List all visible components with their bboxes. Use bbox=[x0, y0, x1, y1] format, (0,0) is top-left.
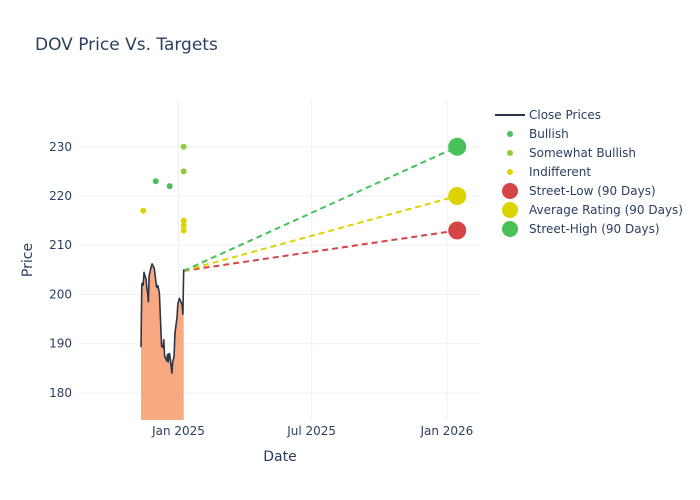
legend-item[interactable]: Street-High (90 Days) bbox=[502, 221, 660, 237]
x-axis-ticks: Jan 2025 Jul 2025 Jan 2026 bbox=[151, 424, 473, 438]
legend-label: Close Prices bbox=[529, 108, 601, 122]
x-tick-label: Jul 2025 bbox=[286, 424, 336, 438]
target-line bbox=[183, 229, 458, 272]
rating-point bbox=[180, 217, 187, 224]
y-tick-label: 200 bbox=[49, 287, 72, 301]
legend-label: Bullish bbox=[529, 127, 569, 141]
legend-item[interactable]: Average Rating (90 Days) bbox=[502, 202, 683, 218]
grid bbox=[80, 100, 480, 420]
close-price-line-group bbox=[140, 263, 185, 374]
legend-item[interactable]: Close Prices bbox=[495, 108, 601, 122]
legend-dot-swatch bbox=[507, 131, 513, 137]
legend-label: Average Rating (90 Days) bbox=[529, 203, 683, 217]
y-tick-label: 190 bbox=[49, 337, 72, 351]
x-tick-label: Jan 2025 bbox=[151, 424, 205, 438]
legend-dot-swatch bbox=[507, 169, 513, 175]
legend-label: Street-Low (90 Days) bbox=[529, 184, 656, 198]
rating-point bbox=[140, 207, 147, 214]
target-line bbox=[183, 195, 458, 272]
legend-dot-swatch bbox=[507, 150, 513, 156]
rating-point bbox=[166, 183, 173, 190]
y-tick-label: 220 bbox=[49, 189, 72, 203]
legend-label: Indifferent bbox=[529, 165, 591, 179]
y-axis-title: Price bbox=[20, 243, 36, 277]
target-marker bbox=[448, 221, 467, 240]
rating-point bbox=[152, 178, 159, 185]
legend-dot-swatch bbox=[502, 183, 518, 199]
y-axis-ticks: 180 190 200 210 220 230 bbox=[49, 140, 72, 400]
legend-label: Street-High (90 Days) bbox=[529, 222, 660, 236]
y-tick-label: 230 bbox=[49, 140, 72, 154]
target-lines bbox=[183, 145, 458, 272]
legend-item[interactable]: Street-Low (90 Days) bbox=[502, 183, 656, 199]
rating-point bbox=[180, 143, 187, 150]
x-tick-label: Jan 2026 bbox=[419, 424, 473, 438]
close-price-line bbox=[140, 263, 185, 374]
chart-title: DOV Price Vs. Targets bbox=[35, 35, 218, 55]
rating-point bbox=[180, 227, 187, 234]
y-tick-label: 180 bbox=[49, 386, 72, 400]
target-line bbox=[183, 145, 458, 272]
y-tick-label: 210 bbox=[49, 238, 72, 252]
legend-label: Somewhat Bullish bbox=[529, 146, 636, 160]
target-markers bbox=[448, 137, 467, 240]
close-price-area bbox=[141, 263, 184, 420]
legend-dot-swatch bbox=[502, 202, 518, 218]
legend-item[interactable]: Somewhat Bullish bbox=[507, 146, 636, 160]
close-price-fill bbox=[141, 263, 184, 420]
legend-item[interactable]: Bullish bbox=[507, 127, 569, 141]
legend-dot-swatch bbox=[502, 221, 518, 237]
rating-point bbox=[180, 168, 187, 175]
target-marker bbox=[448, 137, 467, 156]
x-axis-title: Date bbox=[263, 449, 296, 465]
legend-item[interactable]: Indifferent bbox=[507, 165, 591, 179]
analyst-ratings bbox=[140, 143, 187, 234]
target-marker bbox=[448, 187, 467, 205]
rating-point bbox=[180, 222, 187, 229]
legend[interactable]: Close Prices Bullish Somewhat Bullish Indif… bbox=[495, 108, 683, 237]
